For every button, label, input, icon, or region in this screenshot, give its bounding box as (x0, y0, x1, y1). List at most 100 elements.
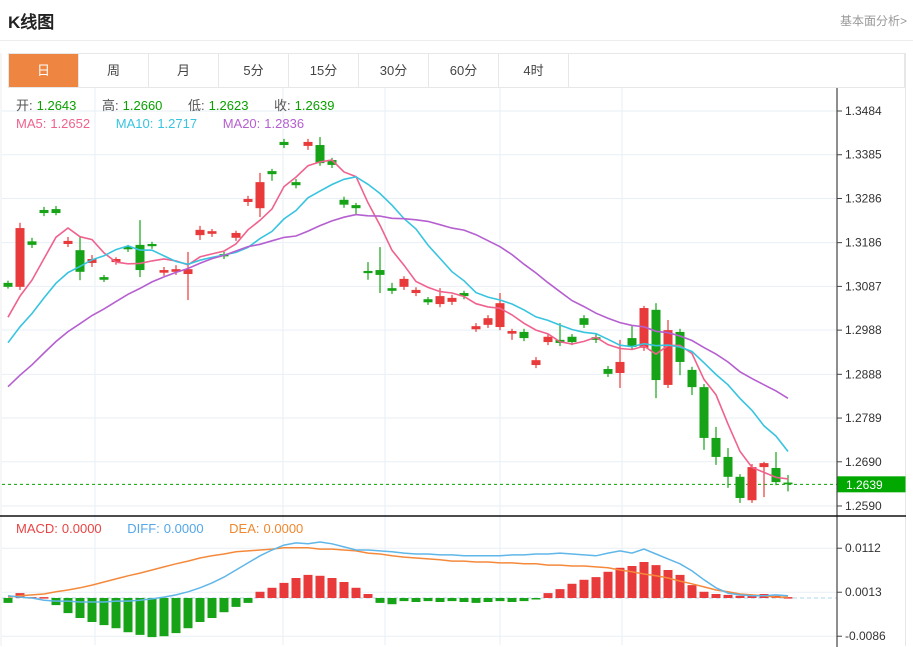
macd-hist-bar (147, 598, 157, 638)
price-axis-label: 1.3186 (845, 236, 882, 250)
ma10-value: 1.2717 (157, 116, 198, 131)
candle-body (303, 141, 313, 146)
candle-body (519, 331, 529, 339)
candle-body (363, 270, 373, 274)
macd-axis-label: -0.0086 (845, 629, 886, 643)
candle-body (723, 456, 733, 477)
diff-value: 0.0000 (163, 521, 204, 536)
tab-6-60分[interactable]: 60分 (429, 54, 499, 87)
macd-hist-bar (663, 570, 673, 598)
candle-body (327, 160, 337, 165)
macd-hist-bar (279, 582, 289, 598)
macd-hist-bar (291, 578, 301, 598)
candle-body (63, 240, 73, 244)
macd-hist-bar (123, 598, 133, 633)
candle-body (471, 326, 481, 330)
macd-hist-bar (387, 598, 397, 605)
candle-body (771, 467, 781, 483)
tab-1-周[interactable]: 周 (79, 54, 149, 87)
macd-hist-bar (483, 598, 493, 602)
candle-body (351, 205, 361, 209)
price-axis-label: 1.3385 (845, 148, 882, 162)
macd-hist-bar (99, 598, 109, 626)
macd-value: 0.0000 (61, 521, 102, 536)
candle-body (207, 231, 217, 234)
candle-body (135, 244, 145, 271)
open-value: 1.2643 (36, 98, 77, 113)
candle-body (375, 270, 385, 275)
candle-body (759, 463, 769, 468)
candle-body (399, 278, 409, 287)
macd-hist-bar (459, 598, 469, 602)
candle-body (699, 387, 709, 438)
candle-body (291, 182, 301, 186)
tab-3-5分[interactable]: 5分 (219, 54, 289, 87)
tab-4-15分[interactable]: 15分 (289, 54, 359, 87)
macd-hist-bar (303, 574, 313, 598)
macd-hist-bar (579, 579, 589, 598)
macd-hist-bar (267, 587, 277, 598)
open-label: 开: (16, 98, 33, 113)
macd-hist-bar (75, 598, 85, 618)
candle-body (231, 232, 241, 238)
price-axis-label: 1.3087 (845, 279, 882, 293)
candle-body (171, 269, 181, 272)
macd-hist-bar (171, 598, 181, 634)
macd-hist-bar (87, 598, 97, 622)
candle-body (159, 270, 169, 273)
macd-hist-bar (111, 598, 121, 629)
macd-hist-bar (543, 593, 553, 598)
macd-hist-bar (567, 583, 577, 598)
macd-hist-bar (159, 598, 169, 637)
dea-line (7, 547, 788, 598)
candle-body (507, 331, 517, 334)
macd-hist-bar (195, 598, 205, 622)
tab-0-日[interactable]: 日 (9, 54, 79, 87)
macd-hist-bar (615, 567, 625, 598)
macd-hist-bar (711, 594, 721, 598)
tab-2-月[interactable]: 月 (149, 54, 219, 87)
ma5-value: 1.2652 (50, 116, 91, 131)
current-price-badge (837, 476, 906, 493)
candle-body (387, 288, 397, 291)
macd-hist-bar (315, 575, 325, 598)
ma20-line (7, 213, 789, 399)
high-label: 高: (102, 98, 119, 113)
macd-hist-bar (603, 571, 613, 598)
macd-hist-bar (699, 591, 709, 598)
candle-body (603, 369, 613, 374)
tab-7-4时[interactable]: 4时 (499, 54, 569, 87)
close-value: 1.2639 (294, 98, 335, 113)
macd-label: MACD: (16, 521, 58, 536)
macd-hist-bar (651, 565, 661, 598)
macd-hist-bar (363, 594, 373, 598)
macd-hist-bar (687, 585, 697, 598)
candle-body (195, 229, 205, 236)
macd-hist-bar (783, 597, 793, 599)
tab-5-30分[interactable]: 30分 (359, 54, 429, 87)
fundamental-analysis-link[interactable]: 基本面分析> (839, 14, 907, 28)
macd-hist-bar (63, 598, 73, 614)
macd-hist-bar (351, 587, 361, 598)
macd-hist-bar (531, 598, 541, 600)
macd-hist-bar (327, 578, 337, 598)
low-value: 1.2623 (208, 98, 249, 113)
candle-body (279, 141, 289, 146)
candle-body (39, 209, 49, 214)
candle-body (267, 171, 277, 175)
macd-hist-bar (135, 598, 145, 635)
macd-hist-bar (447, 598, 457, 602)
macd-hist-bar (411, 598, 421, 602)
macd-hist-bar (435, 598, 445, 602)
macd-hist-bar (639, 562, 649, 598)
candle-body (51, 209, 61, 214)
ma-legend: MA5: 1.2652 MA10: 1.2717 MA20: 1.2836 (16, 116, 308, 131)
candle-body (567, 336, 577, 343)
candle-body (783, 482, 793, 485)
title-separator (0, 40, 913, 41)
macd-hist-bar (423, 598, 433, 602)
candle-body (735, 476, 745, 499)
candle-body (495, 303, 505, 328)
